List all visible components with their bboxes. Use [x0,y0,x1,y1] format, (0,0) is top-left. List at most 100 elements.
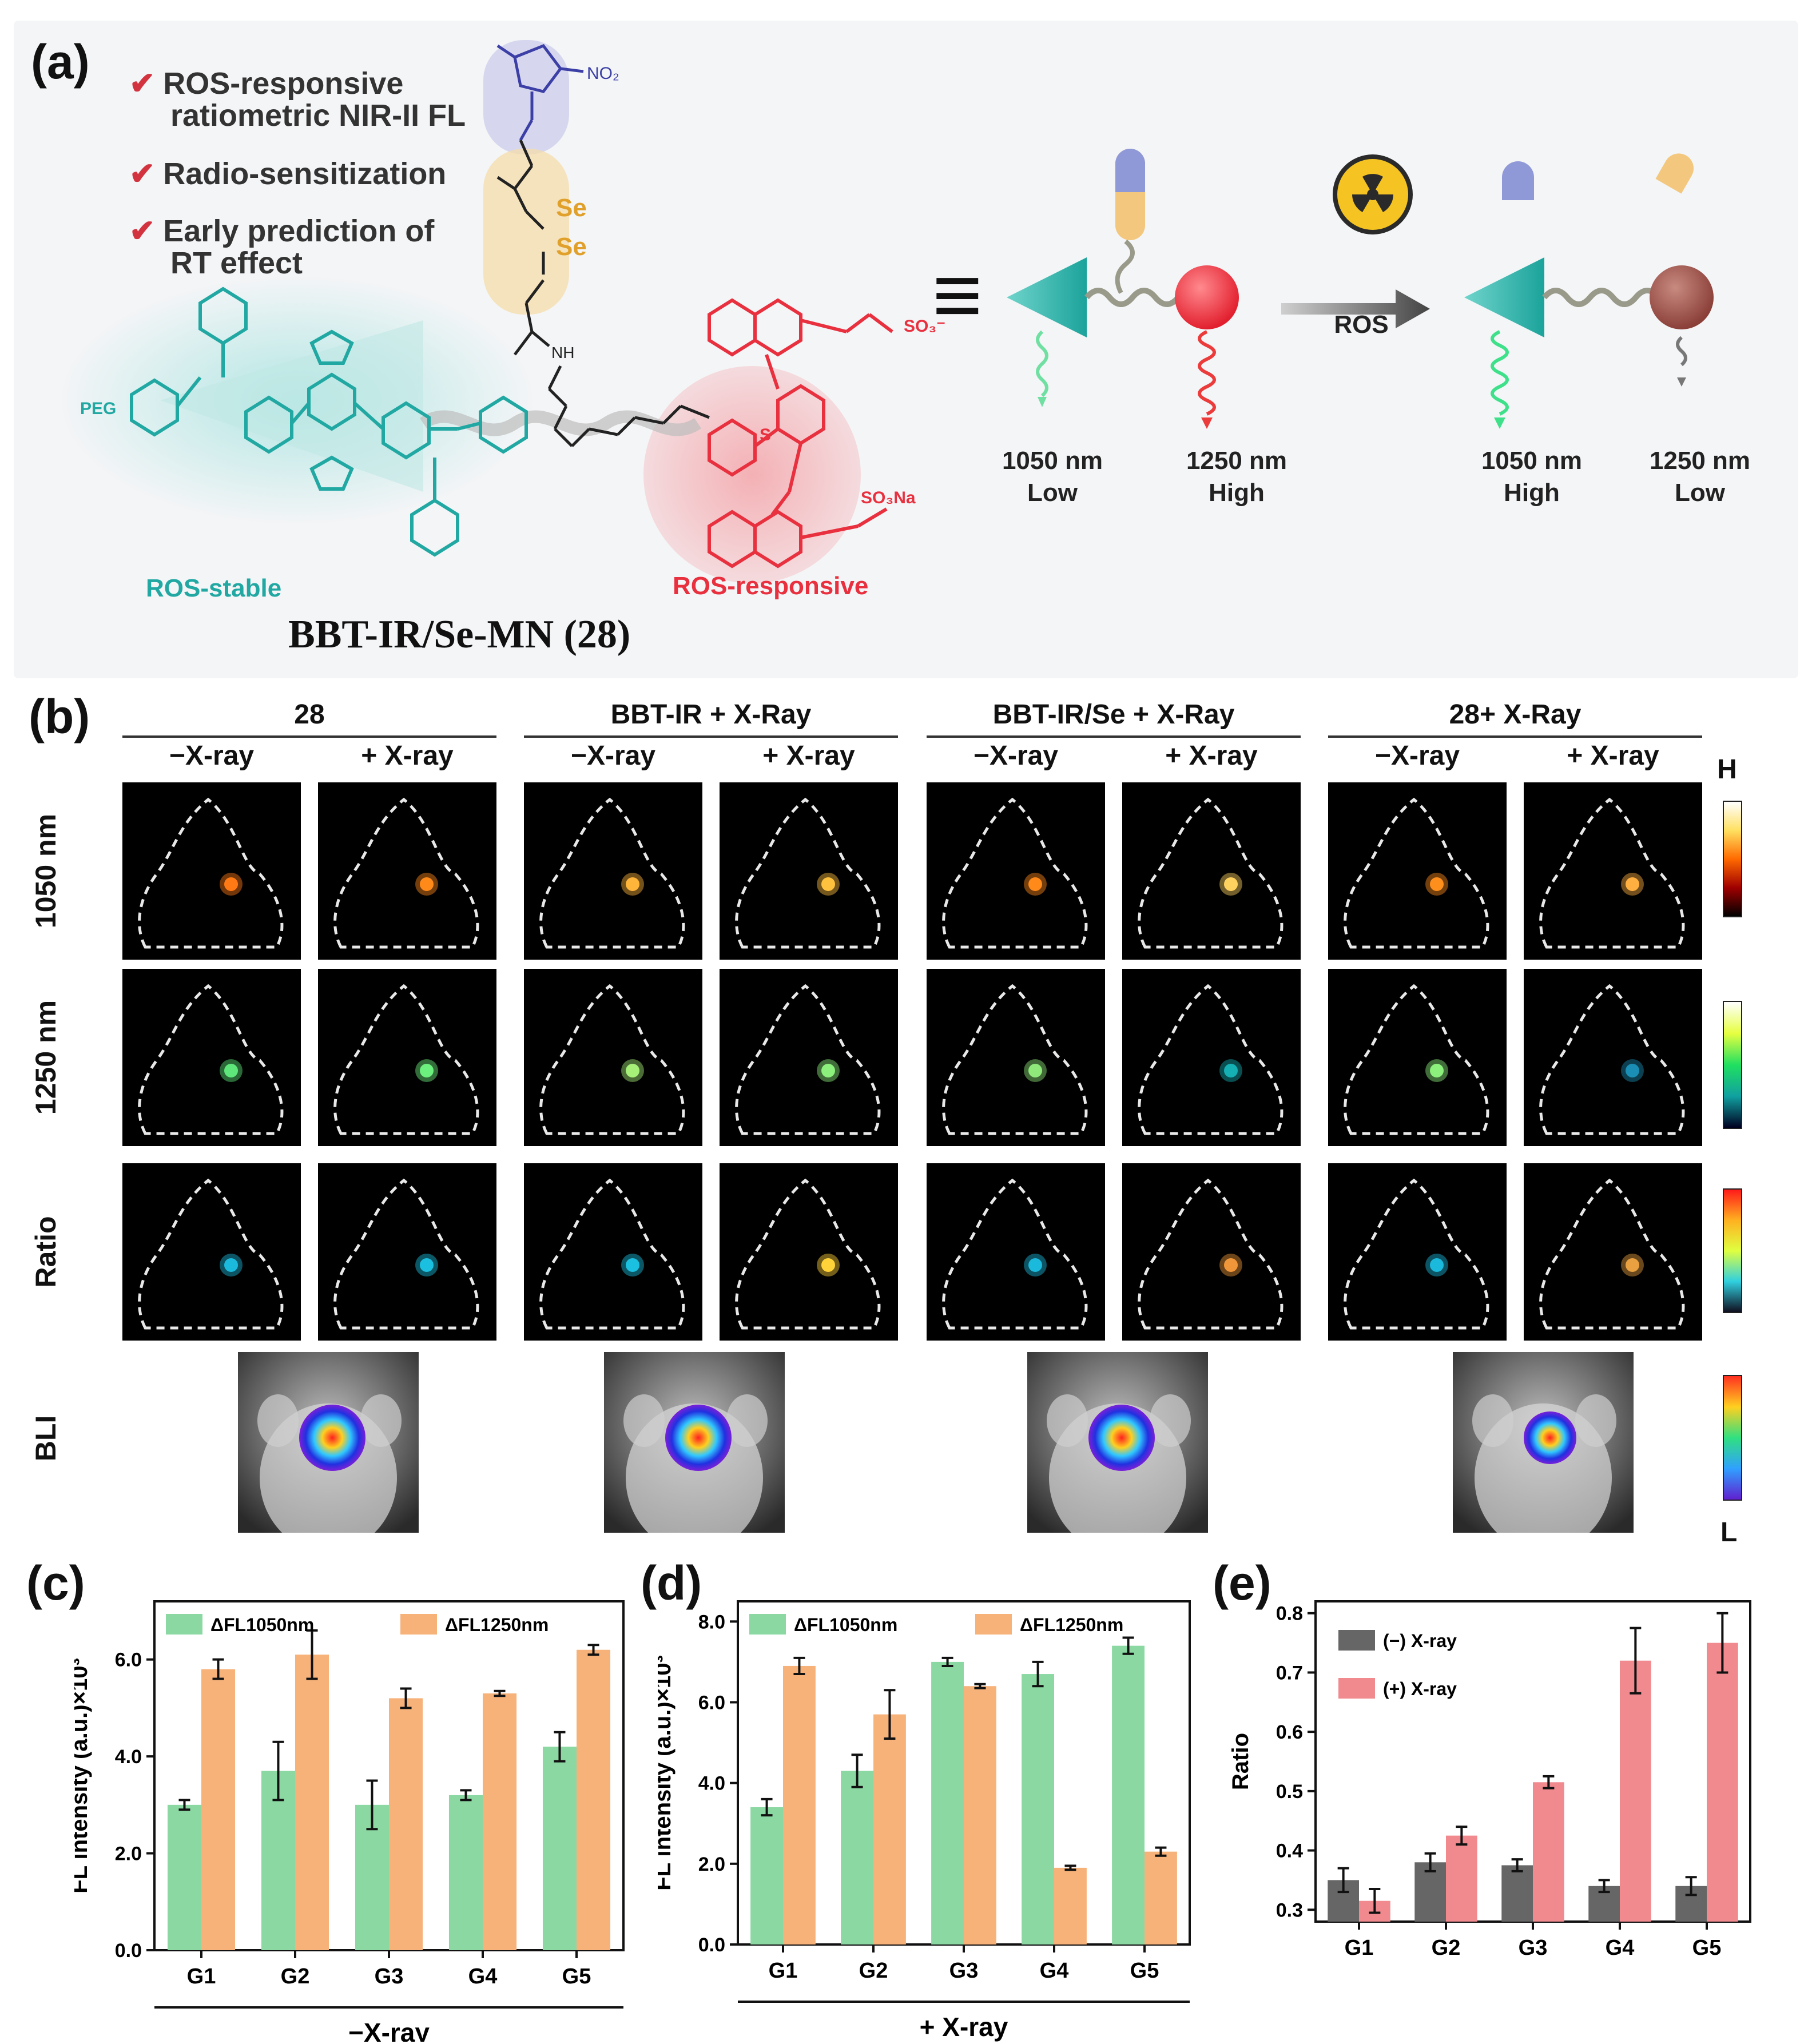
wavelength-text: 1050 nm [1481,447,1583,475]
x-tick-label: G4 [1606,1936,1635,1960]
bar [577,1649,611,1950]
bar [1022,1674,1054,1944]
x-tick-label: G2 [281,1965,310,1989]
chart-e: 0.3 0.4 0.5 0.6 0.7 0.8 Ratio G1 G2 G3 G4 G5 (−) X-r… [1230,1600,1751,1960]
y-axis-label: FL intensity (a.u.)×10³ [74,1658,92,1894]
y-tick-label: 6.0 [115,1649,142,1671]
y-tick-label: 4.0 [698,1773,725,1795]
condition-label: + X-ray [361,741,454,771]
fluorescence-image [1524,782,1702,960]
fluorescence-image [524,969,702,1146]
condition-label: + X-ray [762,741,855,771]
lysine-chain [547,365,710,447]
fluorescence-image [720,1163,898,1341]
peg-label: PEG [80,399,116,418]
y-tick-label: 0.7 [1276,1662,1303,1684]
fluorescence-image [318,782,496,960]
bar [1501,1865,1533,1922]
x-tick-label: G5 [1130,1959,1159,1983]
head-outline [1344,797,1489,949]
bar [483,1693,517,1950]
legend-swatch [400,1614,437,1635]
so3na-label: SO₃Na [861,488,916,507]
panel-d-letter: (d) [641,1556,702,1610]
legend-label: (+) X-ray [1383,1679,1457,1699]
fluorescence-image [927,1163,1105,1341]
condition-label: + X-ray [1165,741,1258,771]
wavelength-text: 1250 nm [1649,447,1751,475]
head-outline [333,1178,479,1330]
colorbar-high-label: H [1717,754,1737,785]
teal-triangle-bg [160,320,423,492]
ester-linker [496,139,550,356]
feature-line: ratiometric NIR-II FL [170,98,466,133]
row-label: BLI [30,1415,62,1462]
head-outline [539,1178,685,1330]
y-tick-label: 2.0 [698,1854,725,1875]
signal-spot [224,1064,238,1077]
head-outline [1138,797,1284,949]
signal-spot [626,1258,639,1272]
fluorescence-image [720,969,898,1146]
x-group-label: + X-ray [920,2012,1008,2042]
group-title: 28+ X-Ray [1449,699,1581,730]
red-circle-bg [643,366,861,583]
x-tick-label: G4 [1040,1959,1069,1983]
bar [1054,1867,1087,1944]
signal-spot [626,1064,639,1077]
head-outline [333,797,479,949]
fluorescence-image [927,782,1105,960]
panel-b-letter: (b) [29,690,90,743]
bar [750,1807,783,1944]
equivalence-symbol: ≡ [932,246,983,343]
signal-spot [1430,1258,1444,1272]
bli-image [1027,1352,1208,1533]
bli-heatmap [1524,1411,1576,1464]
ros-arrow [1281,289,1430,328]
signal-spot [1626,1064,1639,1077]
head-outline [333,984,479,1135]
signal-spot [626,877,639,891]
wavelength-text: 1250 nm [1186,447,1288,475]
y-tick-label: 8.0 [698,1611,725,1633]
emission-1050-weak [1036,330,1048,397]
head-outline [138,1178,284,1330]
bar [841,1771,873,1944]
signal-spot [1430,1064,1444,1077]
colorbar-low-label: L [1720,1517,1738,1548]
after-1050-label: 1050 nm High [1457,445,1606,509]
check-icon: ✔ [129,66,156,101]
linker-wave [1084,288,1181,307]
legend-label: ΔFL1050nm [210,1614,314,1635]
head-outline [1539,797,1685,949]
cleaved-cap-blue [1502,161,1534,200]
legend-label: ΔFL1250nm [1020,1614,1123,1635]
fluorescence-image [927,969,1105,1146]
group-title: 28 [294,699,325,730]
bli-heatmap [299,1405,365,1471]
condition-label: + X-ray [1567,741,1659,771]
head-outline [1138,1178,1284,1330]
check-icon: ✔ [129,214,156,248]
feature-line: Radio-sensitization [163,157,447,191]
after-1250-label: 1250 nm Low [1626,445,1774,509]
row-label: Ratio [30,1216,62,1288]
head-outline [138,984,284,1135]
x-tick-label: G1 [1345,1936,1374,1960]
cleaved-cap-yellow [1655,153,1694,194]
nh-label: NH [551,344,574,361]
y-tick-label: 0.3 [1276,1899,1303,1921]
emission-1250-strong [1198,330,1216,416]
head-outline [735,797,881,949]
signal-spot [1028,1064,1042,1077]
fluorescence-image [1122,1163,1301,1341]
signal-spot [1224,1258,1238,1272]
fluorescence-image [1524,969,1702,1146]
bli-heatmap [665,1405,732,1471]
colorbar [1723,801,1742,917]
signal-spot [821,1258,835,1272]
legend-swatch [975,1614,1012,1635]
head-outline [539,984,685,1135]
level-text: Low [1675,479,1725,507]
signal-spot [821,1064,835,1077]
